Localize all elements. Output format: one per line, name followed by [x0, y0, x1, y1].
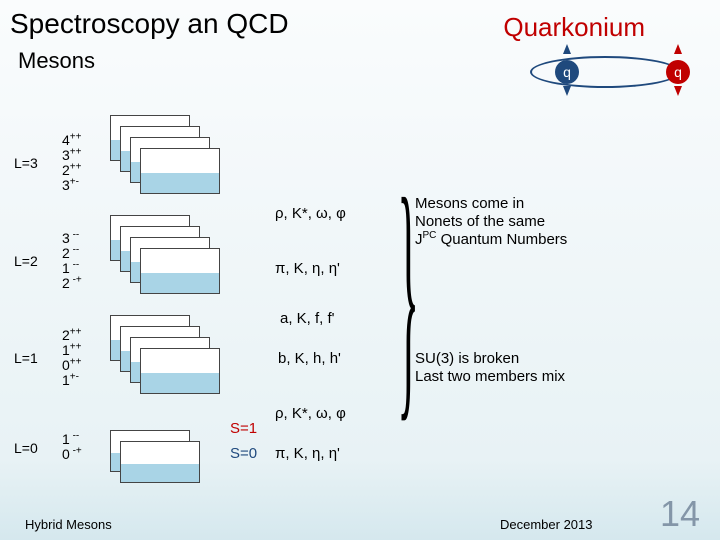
jpc-l3: 4++3++2++3+- [62, 133, 81, 193]
level-box [140, 248, 220, 294]
level-box [140, 148, 220, 194]
meson-label: a, K, f, f' [280, 310, 335, 327]
page-number: 14 [660, 493, 700, 535]
qbar-quark: q [555, 60, 579, 84]
s0-label: S=0 [230, 445, 257, 462]
level-l3: L=3 [14, 155, 38, 171]
footer-date: December 2013 [500, 517, 593, 532]
meson-label: ρ, K*, ω, φ [275, 405, 346, 422]
footer-left: Hybrid Mesons [25, 517, 112, 532]
jpc-l2: 3 --2 --1 --2 -+ [62, 231, 82, 291]
arrow-icon [563, 44, 571, 54]
arrow-icon [674, 44, 682, 54]
level-box [120, 441, 200, 483]
meson-label: π, K, η, η' [275, 260, 340, 277]
jpc-l0: 1 --0 -+ [62, 432, 82, 462]
meson-label: b, K, h, h' [278, 350, 341, 367]
meson-label: ρ, K*, ω, φ [275, 205, 346, 222]
brace-icon: } [397, 138, 419, 449]
note-su3: SU(3) is brokenLast two members mix [415, 350, 565, 386]
quarkonium-diagram: q q [520, 48, 690, 98]
orbit-ellipse [530, 56, 680, 88]
level-box [140, 348, 220, 394]
mesons-subtitle: Mesons [18, 48, 95, 74]
quarkonium-title: Quarkonium [503, 12, 645, 43]
arrow-icon [563, 86, 571, 96]
note-nonets: Mesons come inNonets of the sameJPC Quan… [415, 195, 567, 249]
main-title: Spectroscopy an QCD [10, 8, 289, 40]
q-quark: q [666, 60, 690, 84]
s1-label: S=1 [230, 420, 257, 437]
level-l2: L=2 [14, 253, 38, 269]
level-l0: L=0 [14, 440, 38, 456]
arrow-icon [674, 86, 682, 96]
level-l1: L=1 [14, 350, 38, 366]
meson-label: π, K, η, η' [275, 445, 340, 462]
jpc-l1: 2++1++0++1+- [62, 328, 81, 388]
